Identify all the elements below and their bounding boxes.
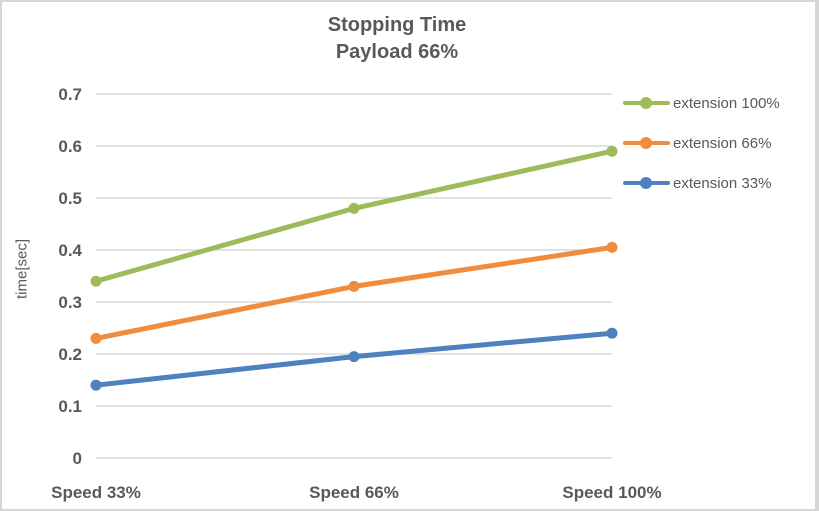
y-tick-label: 0.5: [58, 189, 82, 208]
data-point: [90, 379, 102, 391]
y-tick-label: 0.7: [58, 85, 82, 104]
y-tick-label: 0.6: [58, 137, 82, 156]
y-tick-label: 0.4: [58, 241, 82, 260]
x-tick-label: Speed 66%: [309, 483, 399, 502]
x-tick-label: Speed 100%: [562, 483, 661, 502]
legend-label: extension 66%: [673, 134, 772, 152]
line-marker-icon: [623, 137, 670, 149]
line-marker-icon: [623, 177, 670, 189]
data-point: [606, 145, 618, 157]
y-tick-label: 0.3: [58, 293, 82, 312]
data-point: [90, 275, 102, 287]
legend-entry-extension-66: extension 66%: [623, 130, 780, 156]
y-tick-label: 0.2: [58, 345, 82, 364]
legend: extension 100% extension 66% extension 3…: [623, 90, 780, 196]
y-tick-label: 0.1: [58, 397, 82, 416]
legend-label: extension 100%: [673, 94, 780, 112]
y-tick-label: 0: [73, 449, 82, 468]
legend-entry-extension-33: extension 33%: [623, 170, 780, 196]
data-point: [606, 327, 618, 339]
data-point: [348, 351, 360, 363]
data-point: [606, 241, 618, 253]
data-point: [90, 332, 102, 344]
series-line-extension-100-: [93, 148, 615, 284]
data-point: [348, 280, 360, 292]
line-marker-icon: [623, 97, 670, 109]
data-point: [348, 202, 360, 214]
legend-label: extension 33%: [673, 174, 772, 192]
legend-entry-extension-100: extension 100%: [623, 90, 780, 116]
x-tick-label: Speed 33%: [51, 483, 141, 502]
